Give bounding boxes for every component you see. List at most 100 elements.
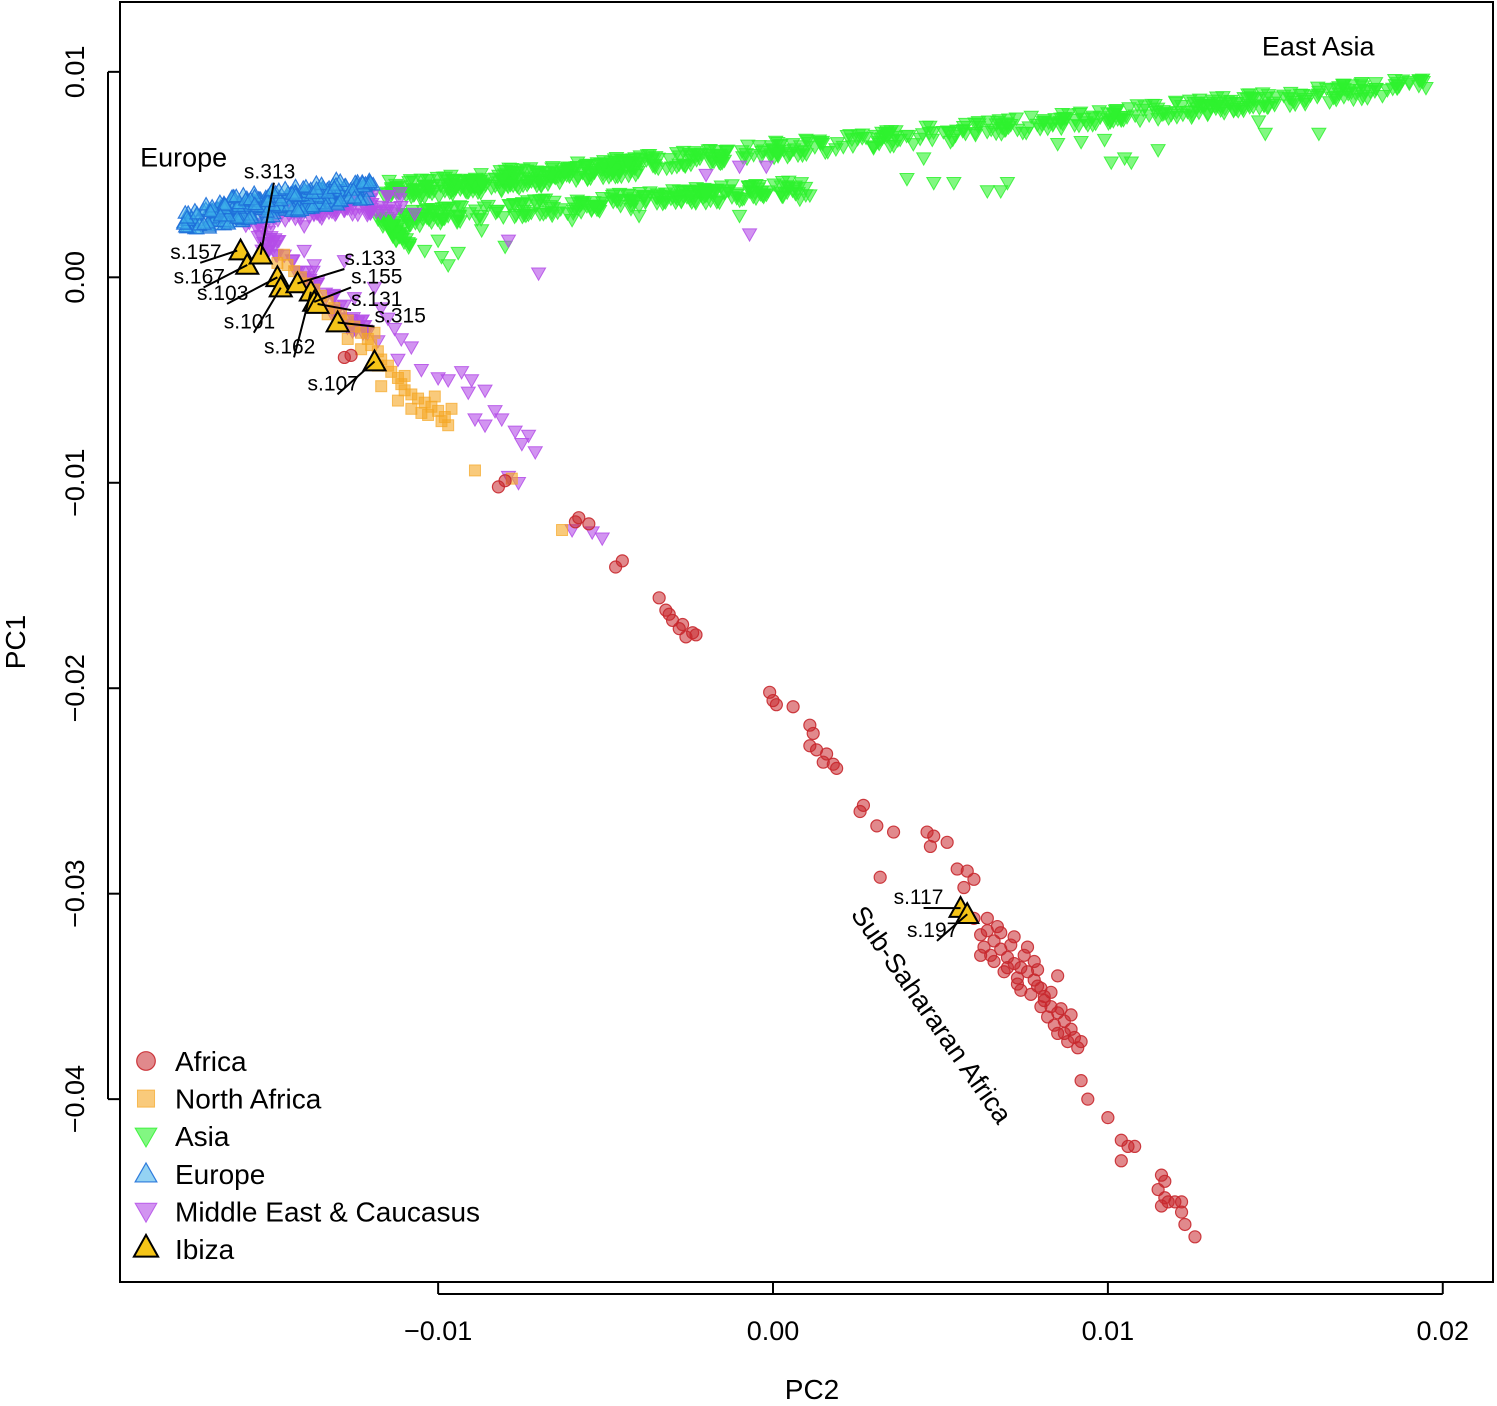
point-middle-east-caucasus (373, 302, 390, 317)
legend-label: Asia (175, 1121, 230, 1152)
point-asia (698, 189, 714, 204)
point-middle-east-caucasus (513, 437, 530, 452)
y-tick-label: 0.01 (60, 46, 90, 99)
sample-label: s.117 (894, 886, 944, 909)
series-asia (370, 73, 1434, 273)
point-asia (784, 184, 801, 199)
point-africa (980, 911, 994, 925)
point-africa (1037, 993, 1051, 1008)
point-africa (689, 628, 703, 642)
point-middle-east-caucasus (453, 366, 470, 380)
point-asia (401, 218, 418, 233)
point-asia (603, 168, 619, 183)
legend-marker (134, 1202, 158, 1224)
point-asia (450, 246, 467, 261)
point-asia (1132, 114, 1148, 129)
point-asia (942, 135, 959, 150)
annotation-leader-line (336, 360, 376, 396)
point-europe (241, 210, 258, 225)
point-middle-east-caucasus (487, 405, 503, 419)
annotation-leader-line (259, 182, 275, 255)
point-africa (786, 700, 800, 714)
point-europe (188, 205, 206, 220)
annotation-leader-line (313, 286, 352, 303)
legend-item: Europe (134, 1159, 265, 1190)
point-africa (615, 554, 629, 568)
point-asia (844, 133, 860, 148)
point-middle-east-caucasus (390, 353, 406, 368)
point-asia (537, 166, 554, 181)
point-africa (1047, 1018, 1061, 1032)
point-asia (967, 126, 984, 141)
point-asia (566, 204, 582, 219)
point-asia (1386, 73, 1403, 88)
point-middle-east-caucasus (313, 212, 330, 226)
point-africa (1188, 1230, 1202, 1244)
point-asia (533, 179, 550, 194)
point-asia (412, 191, 428, 206)
point-middle-east-caucasus (477, 419, 493, 434)
point-north-africa (428, 390, 441, 403)
point-asia (432, 216, 449, 231)
annotation-leader-line (297, 268, 345, 285)
point-north-africa (405, 402, 418, 415)
point-asia (735, 151, 751, 165)
legend-item: Ibiza (132, 1232, 235, 1265)
point-europe (297, 178, 314, 193)
x-tick-label: 0.02 (1416, 1316, 1469, 1346)
point-middle-east-caucasus (406, 207, 423, 222)
annotation-leader-line (252, 287, 282, 334)
point-middle-east-caucasus (263, 231, 279, 245)
point-asia (401, 238, 418, 253)
point-north-africa (435, 415, 448, 428)
sample-label: s.107 (308, 372, 359, 395)
point-asia (440, 259, 457, 273)
point-asia (460, 186, 477, 200)
point-asia (1241, 88, 1258, 103)
point-asia (1216, 106, 1233, 121)
point-asia (1256, 99, 1272, 114)
point-africa (853, 804, 867, 819)
point-asia (868, 129, 884, 144)
y-tick-label: 0.00 (60, 251, 90, 304)
point-asia (506, 198, 522, 212)
point-europe (304, 198, 322, 213)
point-asia (431, 206, 448, 221)
point-asia (1268, 91, 1285, 106)
point-asia (1189, 97, 1206, 111)
point-africa (1074, 1074, 1088, 1088)
point-europe (308, 180, 325, 195)
point-asia (980, 115, 997, 130)
point-middle-east-caucasus (520, 429, 537, 444)
point-north-africa (375, 380, 388, 393)
point-asia (1071, 107, 1088, 122)
point-asia (605, 188, 622, 203)
point-africa (974, 948, 988, 962)
point-asia (1374, 90, 1391, 104)
point-europe (202, 203, 219, 218)
point-asia (384, 218, 400, 233)
legend-marker (134, 1161, 158, 1183)
point-europe (332, 192, 349, 207)
point-asia (1023, 110, 1040, 125)
point-north-africa (391, 394, 404, 407)
annotation-leader-line (936, 913, 968, 942)
point-north-africa (385, 365, 398, 378)
point-asia (1335, 78, 1351, 93)
sample-label: s.197 (907, 919, 958, 942)
point-africa (1074, 1035, 1088, 1049)
point-europe (287, 187, 304, 202)
point-middle-east-caucasus (758, 160, 775, 175)
point-asia (578, 158, 595, 173)
point-africa (344, 348, 358, 362)
point-middle-east-caucasus (527, 446, 544, 460)
point-north-africa (468, 464, 481, 477)
point-asia (880, 128, 897, 143)
point-europe (346, 189, 363, 204)
legend-label: Africa (175, 1046, 247, 1077)
point-asia (882, 140, 899, 154)
point-africa (830, 761, 844, 775)
point-asia (1129, 99, 1146, 114)
point-asia (549, 206, 566, 221)
